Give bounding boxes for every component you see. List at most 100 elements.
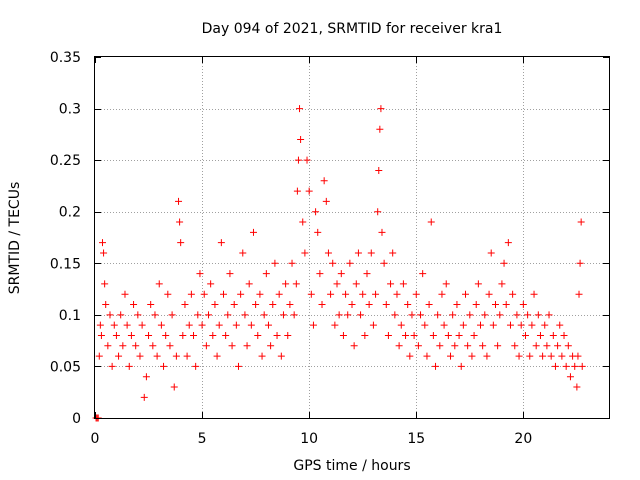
data-point (558, 352, 566, 360)
data-point (115, 352, 123, 360)
data-point (262, 270, 270, 278)
data-point (449, 311, 457, 319)
data-point (513, 311, 521, 319)
data-point (176, 218, 184, 226)
data-point (97, 331, 105, 339)
data-point (402, 331, 410, 339)
data-point (142, 373, 150, 381)
data-point (477, 321, 484, 329)
data-point (440, 321, 448, 329)
plot-frame (94, 56, 610, 419)
data-point (192, 362, 200, 370)
data-point (271, 259, 279, 267)
data-point (521, 331, 529, 339)
data-point (359, 290, 367, 298)
data-point (372, 290, 380, 298)
data-point (185, 321, 193, 329)
data-point (239, 249, 247, 257)
data-point (256, 290, 264, 298)
data-point (121, 290, 129, 298)
data-point (496, 311, 504, 319)
data-point (427, 218, 435, 226)
data-point (277, 352, 285, 360)
data-point (303, 156, 311, 164)
data-point (412, 290, 420, 298)
data-point (348, 301, 356, 309)
data-point (342, 290, 350, 298)
data-point (494, 342, 502, 350)
data-point (307, 290, 315, 298)
y-tick-label: 0.35 (50, 50, 81, 66)
data-point (462, 290, 470, 298)
y-axis-label: SRMTID / TECUs (7, 182, 23, 295)
data-point (162, 331, 170, 339)
data-point (260, 311, 268, 319)
data-point (220, 290, 227, 298)
data-point (237, 290, 245, 298)
data-point (140, 393, 148, 401)
data-point (357, 311, 365, 319)
data-point (429, 331, 437, 339)
y-tick-label: 0.15 (50, 256, 81, 272)
data-point (455, 331, 463, 339)
data-point (130, 301, 138, 309)
data-point (425, 301, 433, 309)
data-point (252, 301, 260, 309)
data-point (175, 197, 183, 205)
data-point (547, 352, 555, 360)
data-point (249, 228, 257, 236)
data-point (102, 301, 110, 309)
data-point (564, 342, 572, 350)
data-point (273, 331, 281, 339)
data-point (519, 301, 527, 309)
data-point (95, 352, 103, 360)
data-point (578, 362, 586, 370)
data-point (329, 259, 337, 267)
data-point (226, 270, 234, 278)
data-point (228, 342, 236, 350)
data-point (293, 187, 301, 195)
data-point (376, 125, 384, 133)
data-point (296, 105, 304, 113)
data-point (172, 352, 180, 360)
data-point (363, 270, 371, 278)
data-point (419, 270, 427, 278)
data-point (502, 301, 510, 309)
data-point (132, 342, 140, 350)
data-point (369, 321, 377, 329)
data-point (382, 301, 390, 309)
data-point (500, 259, 508, 267)
x-axis-label: GPS time / hours (293, 458, 410, 474)
data-point (179, 331, 187, 339)
x-tick-label: 10 (300, 431, 318, 447)
data-point (577, 218, 585, 226)
data-point (181, 301, 189, 309)
data-point (224, 311, 232, 319)
data-point (232, 321, 240, 329)
data-point (536, 331, 544, 339)
y-tick-label: 0.3 (59, 102, 81, 118)
data-point (301, 249, 309, 257)
data-point (125, 362, 133, 370)
data-point (387, 280, 395, 288)
data-point (498, 280, 506, 288)
data-point (101, 280, 109, 288)
data-point (539, 352, 547, 360)
data-point (187, 290, 195, 298)
data-point (549, 331, 557, 339)
data-point (511, 342, 519, 350)
data-point (324, 249, 332, 257)
data-point (378, 228, 386, 236)
data-point (365, 301, 373, 309)
data-point (117, 311, 125, 319)
data-point (190, 331, 198, 339)
data-point (104, 342, 112, 350)
data-point (474, 280, 482, 288)
x-tick-label: 20 (514, 431, 532, 447)
data-point (451, 342, 459, 350)
data-point (275, 290, 283, 298)
data-point (136, 352, 144, 360)
data-point (96, 321, 104, 329)
data-point (177, 239, 185, 247)
data-point (234, 362, 242, 370)
